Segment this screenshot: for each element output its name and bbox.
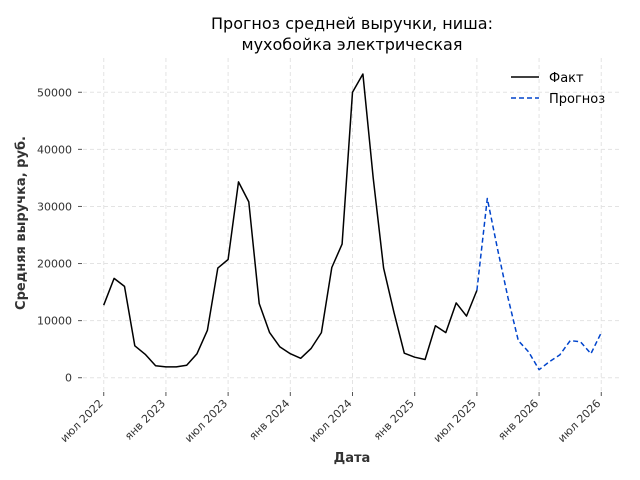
chart-title-line-1: Прогноз средней выручки, ниша: [211,14,493,33]
x-tick-label: июл 2023 [182,397,230,445]
series-line-fact [103,73,478,368]
series-lines [103,73,602,371]
x-axis-label: Дата [334,451,371,466]
y-tick-label: 10000 [37,315,72,328]
series-line-forecast [476,197,602,371]
x-tick-label: янв 2025 [371,397,417,443]
y-tick-label: 40000 [37,143,72,156]
y-tick-label: 50000 [37,86,72,99]
grid [83,58,622,392]
y-tick-label: 30000 [37,200,72,213]
chart-title-line-2: мухобойка электрическая [242,35,463,54]
y-tick-label: 20000 [37,258,72,271]
x-tick-label: янв 2026 [495,397,541,443]
y-axis: 0 10000 20000 30000 40000 50000 [37,86,82,385]
legend: Факт Прогноз [511,71,605,107]
x-tick-label: июл 2026 [555,397,603,445]
y-tick-label: 0 [65,372,72,385]
y-axis-label: Средняя выручка, руб. [14,136,29,310]
x-tick-label: янв 2024 [247,397,293,443]
x-tick-label: июл 2022 [58,397,106,445]
x-tick-label: июл 2025 [431,397,479,445]
x-axis: июл 2022 янв 2023 июл 2023 янв 2024 июл 2024… [58,392,603,445]
legend-label-forecast: Прогноз [549,92,605,107]
x-tick-label: июл 2024 [307,397,355,445]
x-tick-label: янв 2023 [122,397,168,443]
legend-label-fact: Факт [549,71,584,86]
